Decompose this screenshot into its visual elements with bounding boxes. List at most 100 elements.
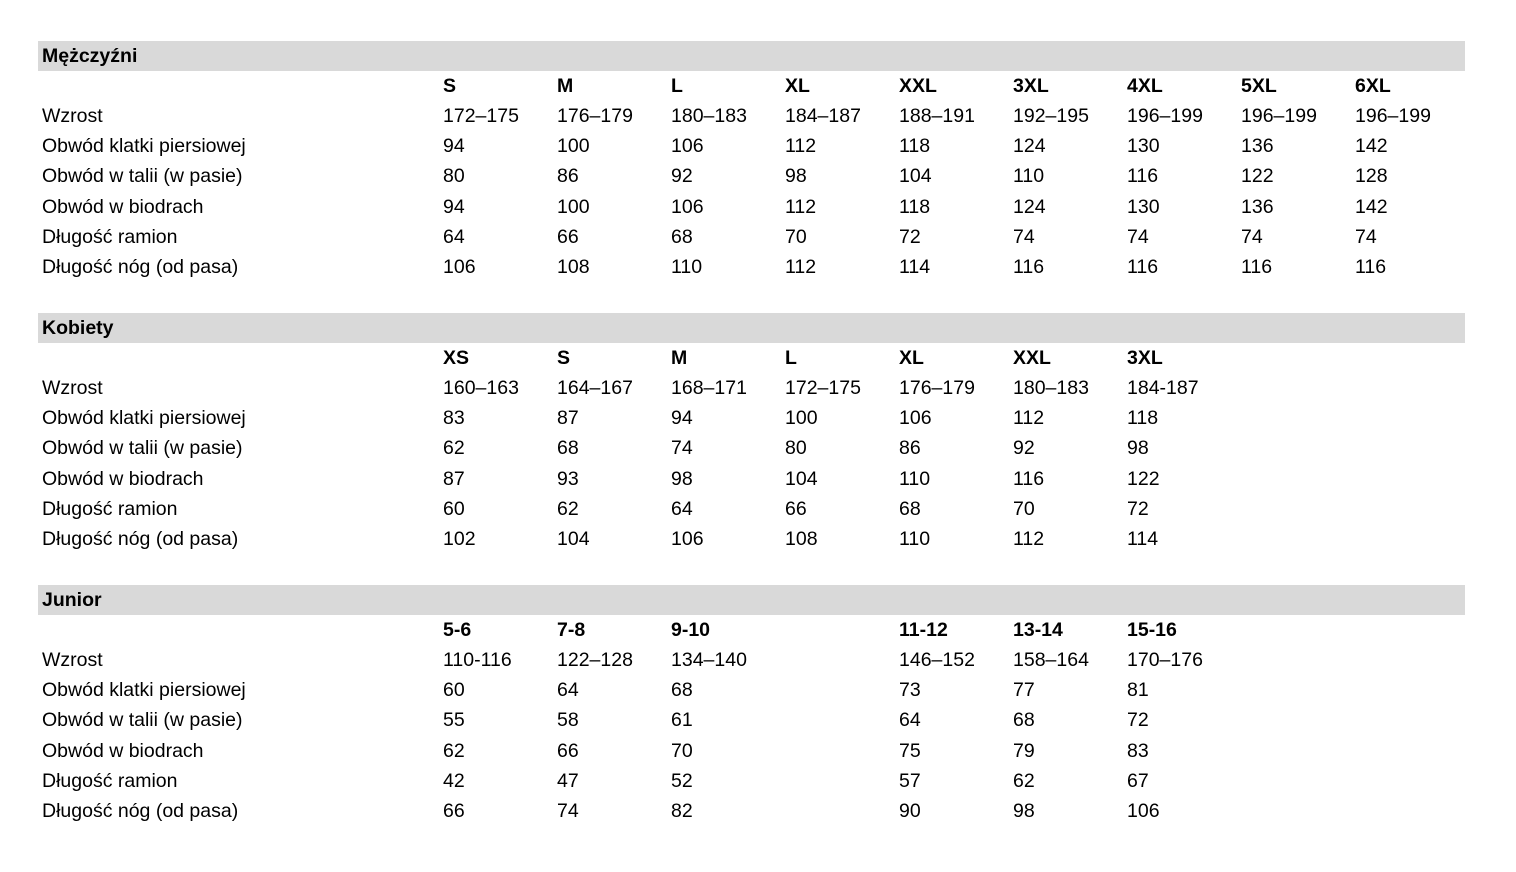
section-bar [38, 41, 1465, 71]
cell: 57 [899, 769, 921, 792]
cell: 75 [899, 739, 921, 762]
cell: 77 [1013, 679, 1035, 702]
row-label: Obwód klatki piersiowej [42, 407, 246, 430]
cell: 122 [1127, 467, 1160, 490]
row-label: Obwód w biodrach [42, 739, 204, 762]
cell: 136 [1241, 135, 1274, 158]
cell: 66 [557, 739, 579, 762]
cell: 100 [557, 135, 590, 158]
cell: 66 [785, 497, 807, 520]
cell: 64 [557, 679, 579, 702]
cell: 124 [1013, 135, 1046, 158]
row-label: Długość ramion [42, 497, 178, 520]
size-header: XS [443, 347, 470, 369]
cell: 66 [557, 225, 579, 248]
cell: 128 [1355, 165, 1388, 188]
cell: 158–164 [1013, 649, 1089, 671]
cell: 172–175 [785, 377, 861, 399]
cell: 68 [899, 497, 921, 520]
cell: 92 [671, 165, 693, 188]
size-header: M [671, 347, 688, 369]
cell: 116 [1127, 256, 1159, 278]
row-label: Długość ramion [42, 225, 178, 248]
cell: 73 [899, 679, 921, 702]
cell: 196–199 [1127, 105, 1203, 127]
cell: 108 [557, 256, 590, 278]
cell: 136 [1241, 195, 1274, 218]
cell: 67 [1127, 769, 1149, 792]
cell: 55 [443, 709, 465, 732]
cell: 104 [785, 467, 818, 490]
cell: 74 [557, 800, 579, 822]
cell: 104 [557, 528, 590, 550]
cell: 192–195 [1013, 105, 1089, 127]
cell: 98 [671, 467, 693, 490]
row-label: Obwód w biodrach [42, 195, 204, 218]
cell: 104 [899, 165, 932, 188]
size-header: L [785, 347, 797, 369]
section-title: Junior [42, 589, 102, 611]
cell: 116 [1355, 256, 1387, 278]
size-header: 5XL [1241, 75, 1277, 97]
cell: 102 [443, 528, 476, 550]
cell: 100 [785, 407, 818, 430]
cell: 42 [443, 769, 465, 792]
cell: 112 [785, 256, 817, 278]
row-label: Wzrost [42, 649, 103, 671]
cell: 70 [671, 739, 693, 762]
cell: 146–152 [899, 649, 975, 671]
size-header: XXL [1013, 347, 1051, 369]
size-header: 3XL [1127, 347, 1163, 369]
cell: 118 [1127, 407, 1159, 430]
cell: 122–128 [557, 649, 633, 671]
cell: 124 [1013, 195, 1046, 218]
cell: 134–140 [671, 649, 747, 671]
size-header: XL [785, 75, 810, 97]
cell: 70 [785, 225, 807, 248]
row-label: Obwód w talii (w pasie) [42, 709, 243, 732]
cell: 47 [557, 769, 579, 792]
cell: 100 [557, 195, 590, 218]
size-header: 15-16 [1127, 619, 1177, 641]
cell: 62 [1013, 769, 1035, 792]
cell: 52 [671, 769, 693, 792]
cell: 110 [899, 467, 931, 490]
size-header: 5-6 [443, 619, 472, 641]
size-header: XXL [899, 75, 937, 97]
cell: 87 [443, 467, 465, 490]
cell: 70 [1013, 497, 1035, 520]
cell: 106 [671, 135, 704, 158]
cell: 112 [785, 195, 817, 218]
cell: 180–183 [1013, 377, 1089, 399]
section-bar [38, 585, 1465, 615]
size-header: M [557, 75, 574, 97]
cell: 82 [671, 800, 693, 822]
size-header: 13-14 [1013, 619, 1063, 641]
cell: 81 [1127, 679, 1149, 702]
cell: 110-116 [443, 649, 512, 671]
size-header: S [557, 347, 571, 369]
cell: 112 [1013, 528, 1045, 550]
cell: 64 [899, 709, 921, 732]
cell: 196–199 [1355, 105, 1431, 127]
cell: 74 [1355, 225, 1377, 248]
cell: 184-187 [1127, 377, 1199, 399]
section-title: Kobiety [42, 317, 114, 339]
cell: 74 [671, 437, 693, 460]
cell: 61 [671, 709, 693, 732]
size-header: XL [899, 347, 924, 369]
cell: 68 [557, 437, 579, 460]
size-header: 3XL [1013, 75, 1049, 97]
row-label: Wzrost [42, 377, 103, 399]
cell: 83 [1127, 739, 1149, 762]
cell: 142 [1355, 135, 1388, 158]
cell: 168–171 [671, 377, 747, 399]
cell: 93 [557, 467, 579, 490]
cell: 116 [1241, 256, 1273, 278]
size-header: 6XL [1355, 75, 1391, 97]
cell: 122 [1241, 165, 1274, 188]
cell: 160–163 [443, 377, 519, 399]
section-title: Mężczyźni [42, 45, 138, 67]
cell: 98 [785, 165, 807, 188]
